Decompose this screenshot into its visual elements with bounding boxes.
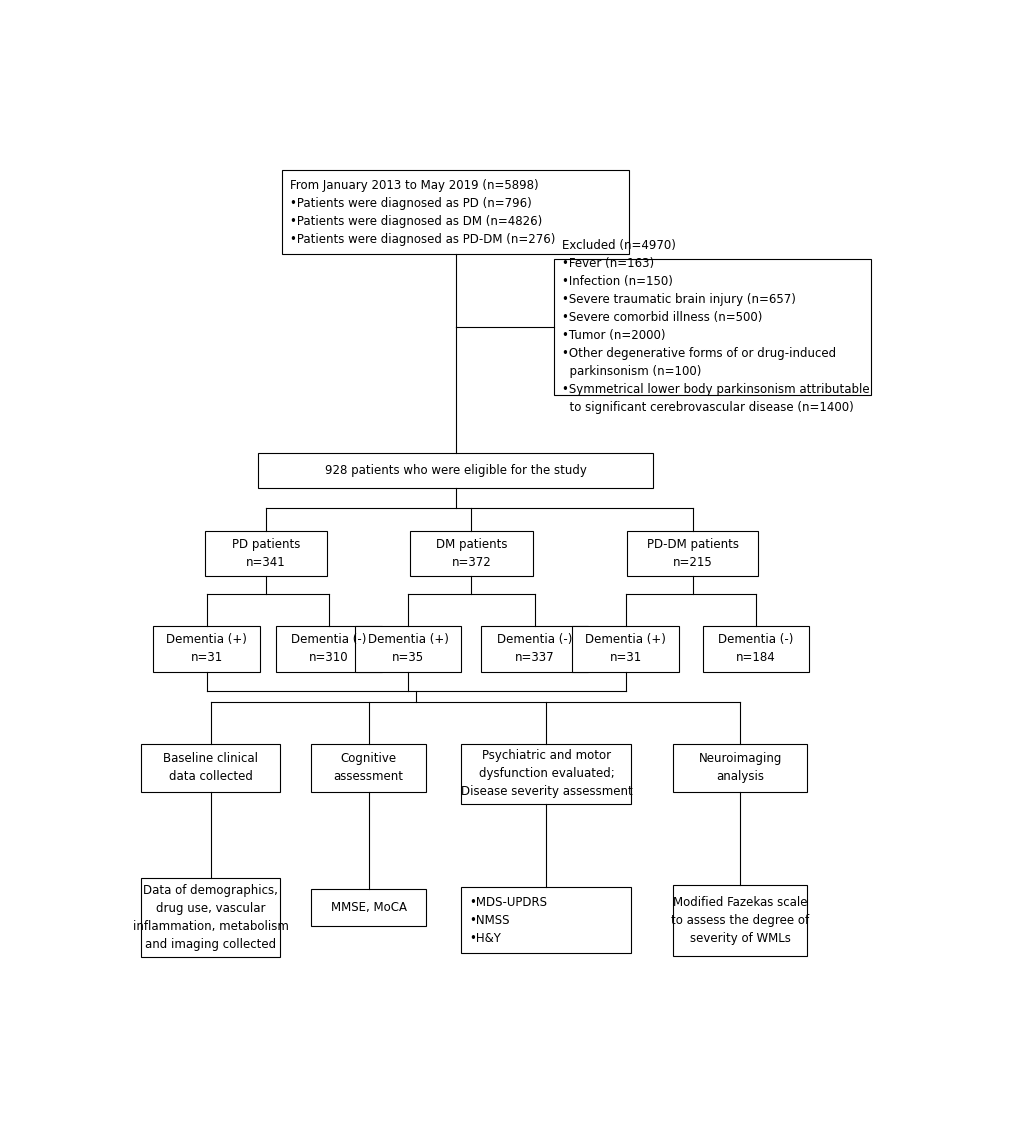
Text: 928 patients who were eligible for the study: 928 patients who were eligible for the s… <box>324 464 586 477</box>
Text: Modified Fazekas scale
to assess the degree of
severity of WMLs: Modified Fazekas scale to assess the deg… <box>671 895 808 945</box>
FancyBboxPatch shape <box>702 626 808 672</box>
FancyBboxPatch shape <box>627 530 757 576</box>
FancyBboxPatch shape <box>258 453 652 488</box>
FancyBboxPatch shape <box>205 530 327 576</box>
Text: Dementia (+)
n=31: Dementia (+) n=31 <box>166 633 247 664</box>
FancyBboxPatch shape <box>410 530 532 576</box>
Text: PD patients
n=341: PD patients n=341 <box>231 538 300 569</box>
Text: DM patients
n=372: DM patients n=372 <box>435 538 506 569</box>
Text: PD-DM patients
n=215: PD-DM patients n=215 <box>646 538 738 569</box>
Text: Dementia (-)
n=310: Dementia (-) n=310 <box>291 633 367 664</box>
FancyBboxPatch shape <box>673 885 807 956</box>
FancyBboxPatch shape <box>461 887 631 954</box>
Text: Cognitive
assessment: Cognitive assessment <box>333 752 404 783</box>
Text: Dementia (-)
n=337: Dementia (-) n=337 <box>496 633 572 664</box>
FancyBboxPatch shape <box>461 744 631 804</box>
FancyBboxPatch shape <box>142 878 279 957</box>
FancyBboxPatch shape <box>153 626 260 672</box>
FancyBboxPatch shape <box>355 626 461 672</box>
Text: Dementia (-)
n=184: Dementia (-) n=184 <box>717 633 793 664</box>
Text: From January 2013 to May 2019 (n=5898)
•Patients were diagnosed as PD (n=796)
•P: From January 2013 to May 2019 (n=5898) •… <box>289 179 554 246</box>
Text: Excluded (n=4970)
•Fever (n=163)
•Infection (n=150)
•Severe traumatic brain inju: Excluded (n=4970) •Fever (n=163) •Infect… <box>561 239 869 414</box>
FancyBboxPatch shape <box>142 743 279 792</box>
FancyBboxPatch shape <box>481 626 587 672</box>
FancyBboxPatch shape <box>572 626 679 672</box>
FancyBboxPatch shape <box>281 171 629 254</box>
Text: MMSE, MoCA: MMSE, MoCA <box>330 901 407 914</box>
Text: •MDS-UPDRS
•NMSS
•H&Y: •MDS-UPDRS •NMSS •H&Y <box>469 895 547 945</box>
FancyBboxPatch shape <box>554 259 870 395</box>
Text: Dementia (+)
n=35: Dementia (+) n=35 <box>367 633 448 664</box>
FancyBboxPatch shape <box>275 626 382 672</box>
FancyBboxPatch shape <box>311 889 426 925</box>
Text: Dementia (+)
n=31: Dementia (+) n=31 <box>585 633 665 664</box>
Text: Data of demographics,
drug use, vascular
inflammation, metabolism
and imaging co: Data of demographics, drug use, vascular… <box>132 884 288 951</box>
FancyBboxPatch shape <box>673 743 807 792</box>
Text: Psychiatric and motor
dysfunction evaluated;
Disease severity assessment: Psychiatric and motor dysfunction evalua… <box>461 750 632 798</box>
Text: Neuroimaging
analysis: Neuroimaging analysis <box>698 752 781 783</box>
FancyBboxPatch shape <box>311 743 426 792</box>
Text: Baseline clinical
data collected: Baseline clinical data collected <box>163 752 258 783</box>
